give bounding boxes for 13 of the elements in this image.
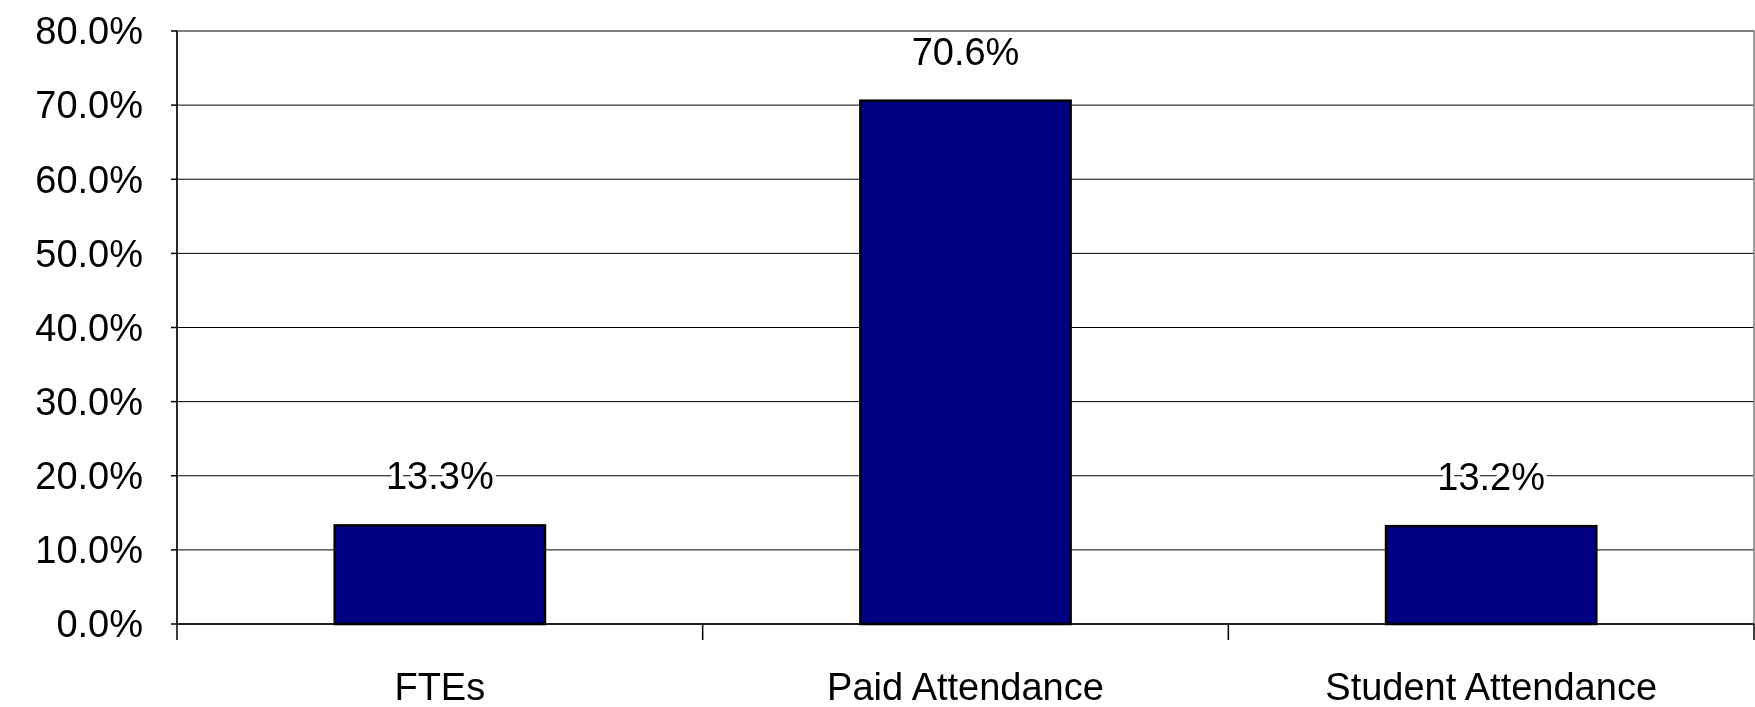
y-tick-label: 0.0% — [56, 603, 143, 646]
y-tick-label: 20.0% — [35, 455, 143, 498]
x-tick-label: FTEs — [394, 666, 486, 707]
y-tick-label: 60.0% — [35, 158, 143, 201]
y-tick-label: 10.0% — [35, 529, 143, 572]
y-tick-label: 40.0% — [35, 306, 143, 349]
y-tick-label: 80.0% — [35, 10, 143, 53]
data-label: 70.6% — [911, 30, 1020, 73]
x-tick-label: Paid Attendance — [827, 666, 1104, 707]
y-tick-label: 30.0% — [35, 380, 143, 423]
y-tick-label: 50.0% — [35, 232, 143, 275]
y-tick-label: 70.0% — [35, 84, 143, 127]
x-tick-label: Student Attendance — [1325, 666, 1658, 707]
